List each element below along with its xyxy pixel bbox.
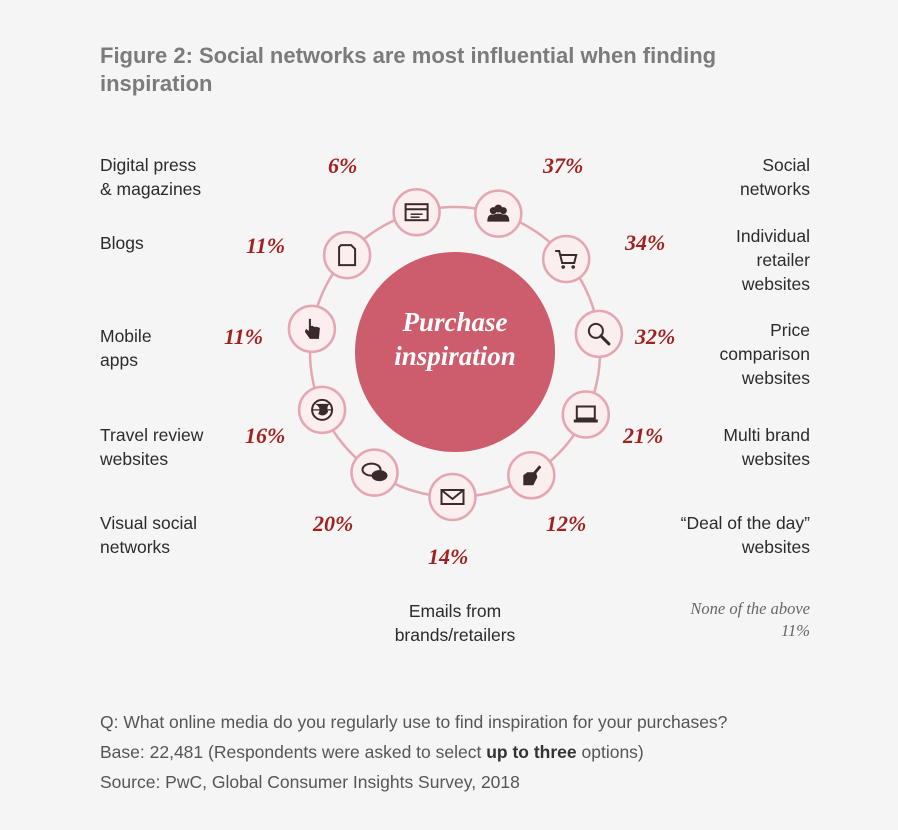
category-label-multi-brand: Multi brand websites bbox=[723, 425, 810, 469]
category-label-mobile-apps: Mobile apps bbox=[100, 326, 152, 370]
document-icon bbox=[338, 244, 357, 267]
category-label-emails: Emails from brands/retailers bbox=[394, 601, 516, 645]
none-of-the-above-value: 11% bbox=[780, 621, 810, 640]
pct-emails: 14% bbox=[428, 544, 469, 569]
none-of-the-above-label: None of the above bbox=[690, 599, 810, 618]
pct-visual-social: 20% bbox=[313, 511, 354, 536]
node-touch-hand bbox=[287, 304, 337, 354]
center-label: Purchase inspiration bbox=[355, 305, 555, 373]
pct-travel-review: 16% bbox=[245, 423, 286, 448]
pct-multi-brand: 21% bbox=[623, 423, 664, 448]
chart-title: Figure 2: Social networks are most influ… bbox=[100, 43, 717, 96]
node-cart bbox=[541, 234, 591, 284]
pct-price-comparison: 32% bbox=[635, 324, 676, 349]
footer-question: Q: What online media do you regularly us… bbox=[100, 712, 728, 732]
category-label-travel-review: Travel review websites bbox=[100, 425, 204, 469]
laptop-icon bbox=[573, 405, 598, 423]
pct-individual-retailer: 34% bbox=[625, 230, 666, 255]
footer-base: Base: 22,481 (Respondents were asked to … bbox=[100, 742, 644, 762]
node-magnifier bbox=[574, 309, 624, 359]
center-label-line-2: inspiration bbox=[394, 341, 516, 371]
pct-digital-press: 6% bbox=[328, 153, 358, 178]
node-pointing-hand bbox=[507, 451, 556, 500]
people-icon bbox=[487, 204, 510, 222]
center-circle bbox=[355, 252, 555, 452]
touch-hand-icon bbox=[304, 318, 320, 339]
category-label-individual-retailer: Individual retailer websites bbox=[736, 226, 810, 294]
browser-window-icon bbox=[404, 203, 429, 222]
magnifier-icon bbox=[587, 322, 611, 346]
node-browser-window bbox=[392, 187, 441, 237]
pct-deal-of-the-day: 12% bbox=[546, 511, 587, 536]
pointing-hand-icon bbox=[523, 465, 542, 486]
category-label-price-comparison: Price comparison websites bbox=[719, 320, 810, 388]
node-laptop bbox=[561, 390, 611, 439]
category-label-social-networks: Social networks bbox=[739, 155, 810, 199]
pct-mobile-apps: 11% bbox=[224, 324, 264, 349]
category-label-deal-of-the-day: “Deal of the day” websites bbox=[680, 513, 810, 557]
globe-icon bbox=[311, 398, 334, 421]
cart-icon bbox=[555, 250, 578, 269]
footer-source: Source: PwC, Global Consumer Insights Su… bbox=[100, 772, 520, 792]
node-document bbox=[322, 230, 372, 280]
node-people bbox=[474, 189, 523, 238]
speech-bubbles-icon bbox=[361, 462, 388, 482]
node-speech-bubbles bbox=[350, 448, 399, 497]
node-envelope bbox=[428, 472, 477, 522]
pct-social-networks: 37% bbox=[543, 153, 584, 178]
category-label-digital-press: Digital press & magazines bbox=[100, 155, 202, 199]
category-label-visual-social: Visual social networks bbox=[100, 513, 197, 557]
envelope-icon bbox=[440, 489, 465, 505]
none-of-the-above: None of the above 11% bbox=[690, 598, 810, 642]
center-label-line-1: Purchase bbox=[402, 307, 508, 337]
category-label-blogs: Blogs bbox=[100, 233, 144, 253]
node-globe bbox=[297, 385, 347, 435]
pct-blogs: 11% bbox=[246, 233, 286, 258]
